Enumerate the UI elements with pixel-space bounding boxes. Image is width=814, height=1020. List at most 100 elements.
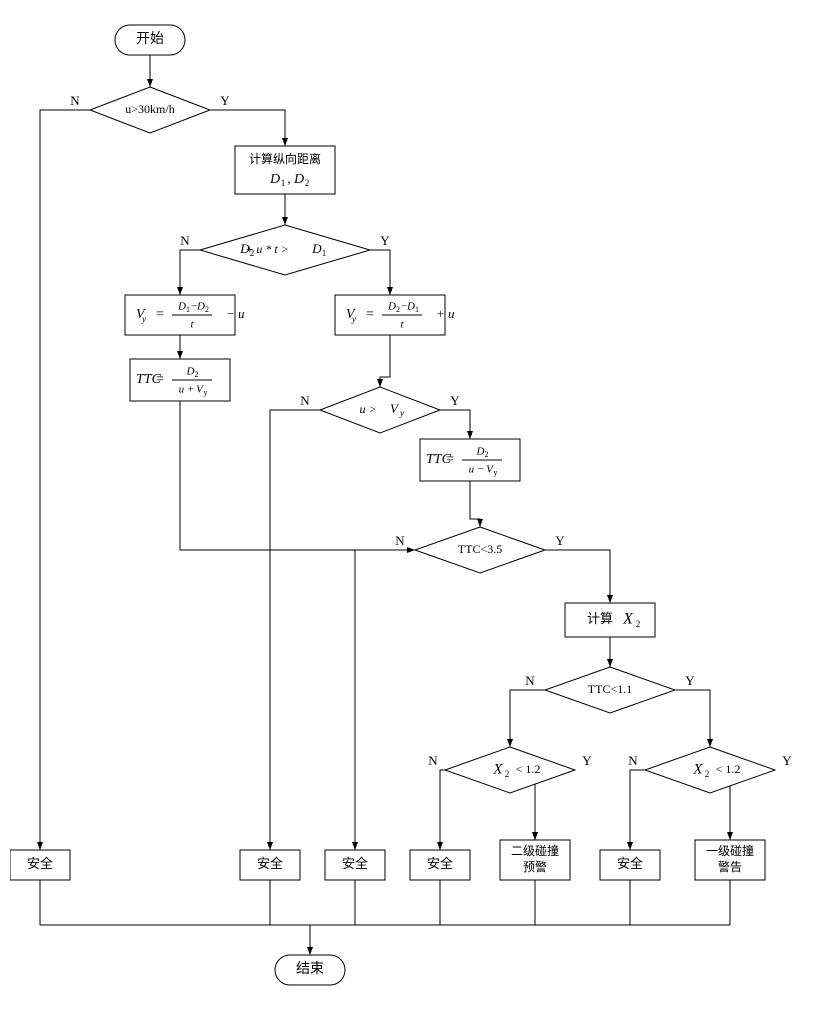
edge: [370, 250, 390, 295]
svg-text:D: D: [406, 301, 415, 313]
result-safe-2: 安全: [240, 850, 300, 880]
svg-text:安全: 安全: [427, 856, 453, 871]
svg-text:y: y: [204, 388, 208, 397]
edge: [510, 690, 545, 747]
svg-text:D: D: [476, 446, 485, 458]
edge: [440, 410, 470, 439]
nodes: 开始结束u>30km/hD2+ u * t >D1u >VyTTC<3.5TTC…: [10, 25, 775, 985]
svg-text:y: y: [494, 468, 498, 477]
svg-text:+ u * t >: + u * t >: [245, 242, 289, 256]
decision-ttc11: TTC<1.1: [545, 667, 675, 713]
svg-text:D: D: [269, 172, 280, 187]
svg-text:2: 2: [305, 178, 310, 188]
svg-text:< 1.2: < 1.2: [516, 762, 541, 776]
svg-text:,: ,: [287, 171, 290, 186]
decision-u-vy: u >Vy: [320, 387, 440, 433]
svg-text:=: =: [156, 372, 164, 387]
process-calc-x2: 计算 X2: [565, 603, 655, 637]
process-ttc-plus: TTC=D2u +Vy: [130, 359, 230, 401]
svg-text:警告: 警告: [718, 859, 742, 874]
svg-text:TTC<1.1: TTC<1.1: [588, 682, 632, 696]
svg-text:计算纵向距离: 计算纵向距离: [249, 151, 321, 166]
svg-text:=: =: [366, 307, 374, 322]
decision-x2-b: X2< 1.2: [645, 747, 775, 793]
svg-text:Y: Y: [450, 393, 460, 408]
decision-x2-a: X2 < 1.2: [445, 747, 575, 793]
svg-text:开始: 开始: [136, 31, 164, 47]
svg-text:y: y: [351, 314, 356, 324]
svg-text:一级碰撞: 一级碰撞: [706, 843, 754, 858]
svg-text:2: 2: [705, 769, 710, 779]
svg-text:1: 1: [281, 178, 286, 188]
result-warn-2: 二级碰撞预警: [500, 840, 570, 880]
svg-text:X: X: [492, 761, 503, 777]
svg-text:Y: Y: [380, 233, 390, 248]
edges: [40, 55, 775, 955]
svg-text:N: N: [525, 673, 535, 688]
edge: [470, 481, 480, 527]
edge: [40, 110, 90, 850]
flowchart: 开始结束u>30km/hD2+ u * t >D1u >VyTTC<3.5TTC…: [10, 10, 814, 1010]
result-safe-5: 安全: [600, 850, 660, 880]
svg-text:u >: u >: [359, 402, 376, 416]
svg-text:预警: 预警: [523, 859, 547, 874]
svg-text:u −: u −: [469, 464, 485, 476]
process-vy-minus: V=D1−D2t− uy: [125, 295, 245, 335]
svg-text:Y: Y: [685, 673, 695, 688]
svg-text:X: X: [692, 761, 703, 777]
svg-text:X: X: [622, 611, 634, 628]
svg-text:计算: 计算: [587, 611, 613, 626]
edge: [180, 250, 200, 295]
decision-speed: u>30km/h: [90, 87, 210, 133]
svg-text:TTC<3.5: TTC<3.5: [458, 542, 502, 556]
edge: [675, 690, 710, 747]
edge: [545, 550, 610, 603]
svg-text:N: N: [628, 753, 638, 768]
svg-text:Y: Y: [220, 93, 230, 108]
svg-text:y: y: [399, 408, 404, 418]
edge: [210, 110, 285, 146]
svg-text:N: N: [395, 533, 405, 548]
svg-text:2: 2: [195, 370, 199, 379]
svg-text:Y: Y: [582, 753, 592, 768]
svg-text:D: D: [293, 172, 304, 187]
svg-text:安全: 安全: [342, 856, 368, 871]
svg-text:安全: 安全: [617, 856, 643, 871]
edge: [270, 410, 320, 850]
result-safe-1: 安全: [10, 850, 70, 880]
svg-text:2: 2: [636, 619, 641, 629]
svg-text:2: 2: [205, 305, 209, 314]
process-vy-plus: V=D2−D1t+ uy: [335, 295, 455, 335]
svg-text:y: y: [141, 314, 146, 324]
process-calc-dist: 计算纵向距离D1,D2: [235, 146, 335, 194]
decision-distance: D2+ u * t >D1: [200, 225, 370, 275]
process-ttc-minus: TTC=D2u −Vy: [420, 439, 520, 481]
edge: [440, 770, 445, 850]
svg-text:u +: u +: [179, 384, 195, 396]
svg-text:N: N: [180, 233, 190, 248]
svg-text:D: D: [186, 366, 195, 378]
edge: [630, 770, 645, 850]
result-warn-1: 一级碰撞警告: [695, 840, 765, 880]
decision-ttc35: TTC<3.5: [415, 527, 545, 573]
svg-text:2: 2: [485, 450, 489, 459]
result-safe-3: 安全: [325, 850, 385, 880]
svg-text:2: 2: [505, 769, 510, 779]
terminal-start: 开始: [115, 25, 185, 55]
svg-text:结束: 结束: [296, 961, 324, 977]
svg-text:1: 1: [322, 248, 327, 258]
svg-text:− u: − u: [226, 306, 245, 321]
svg-text:安全: 安全: [27, 856, 53, 871]
svg-text:安全: 安全: [257, 856, 283, 871]
svg-text:D: D: [387, 301, 396, 313]
svg-text:+ u: + u: [436, 306, 455, 321]
edge-labels: NYNYNYNYNYNYNY: [70, 93, 792, 768]
result-safe-4: 安全: [410, 850, 470, 880]
svg-text:N: N: [300, 393, 310, 408]
svg-text:Y: Y: [555, 533, 565, 548]
terminal-end: 结束: [275, 955, 345, 985]
svg-text:=: =: [446, 452, 454, 467]
edge: [355, 550, 415, 850]
edge: [380, 335, 390, 387]
svg-text:Y: Y: [782, 753, 792, 768]
